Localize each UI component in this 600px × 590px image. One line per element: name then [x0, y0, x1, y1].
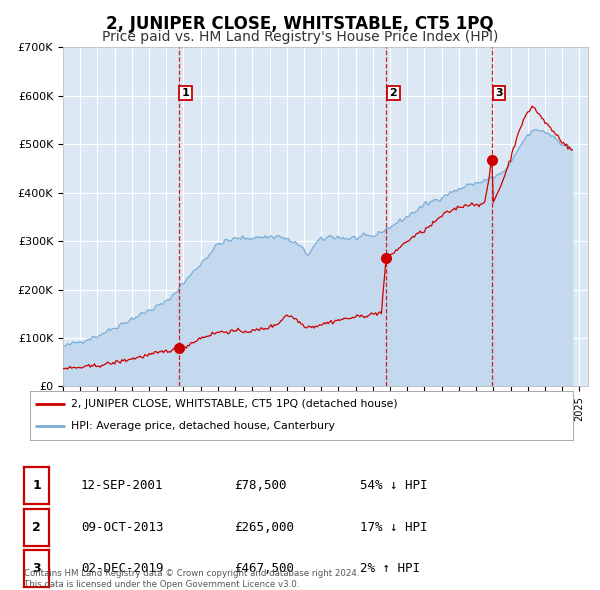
Text: HPI: Average price, detached house, Canterbury: HPI: Average price, detached house, Cant… — [71, 421, 335, 431]
Text: 3: 3 — [496, 88, 503, 98]
Text: 12-SEP-2001: 12-SEP-2001 — [81, 479, 163, 493]
Text: Price paid vs. HM Land Registry's House Price Index (HPI): Price paid vs. HM Land Registry's House … — [102, 30, 498, 44]
Text: 54% ↓ HPI: 54% ↓ HPI — [360, 479, 427, 493]
Text: 1: 1 — [32, 479, 41, 493]
Text: 17% ↓ HPI: 17% ↓ HPI — [360, 520, 427, 534]
Text: 3: 3 — [32, 562, 41, 575]
Text: £467,500: £467,500 — [234, 562, 294, 575]
Text: 2, JUNIPER CLOSE, WHITSTABLE, CT5 1PQ: 2, JUNIPER CLOSE, WHITSTABLE, CT5 1PQ — [106, 15, 494, 34]
Text: 2: 2 — [389, 88, 397, 98]
Text: 2, JUNIPER CLOSE, WHITSTABLE, CT5 1PQ (detached house): 2, JUNIPER CLOSE, WHITSTABLE, CT5 1PQ (d… — [71, 399, 397, 409]
Text: £265,000: £265,000 — [234, 520, 294, 534]
Text: £78,500: £78,500 — [234, 479, 287, 493]
Text: Contains HM Land Registry data © Crown copyright and database right 2024.
This d: Contains HM Land Registry data © Crown c… — [24, 569, 359, 589]
Text: 09-OCT-2013: 09-OCT-2013 — [81, 520, 163, 534]
Text: 2% ↑ HPI: 2% ↑ HPI — [360, 562, 420, 575]
Text: 02-DEC-2019: 02-DEC-2019 — [81, 562, 163, 575]
Text: 2: 2 — [32, 520, 41, 534]
Text: 1: 1 — [182, 88, 190, 98]
